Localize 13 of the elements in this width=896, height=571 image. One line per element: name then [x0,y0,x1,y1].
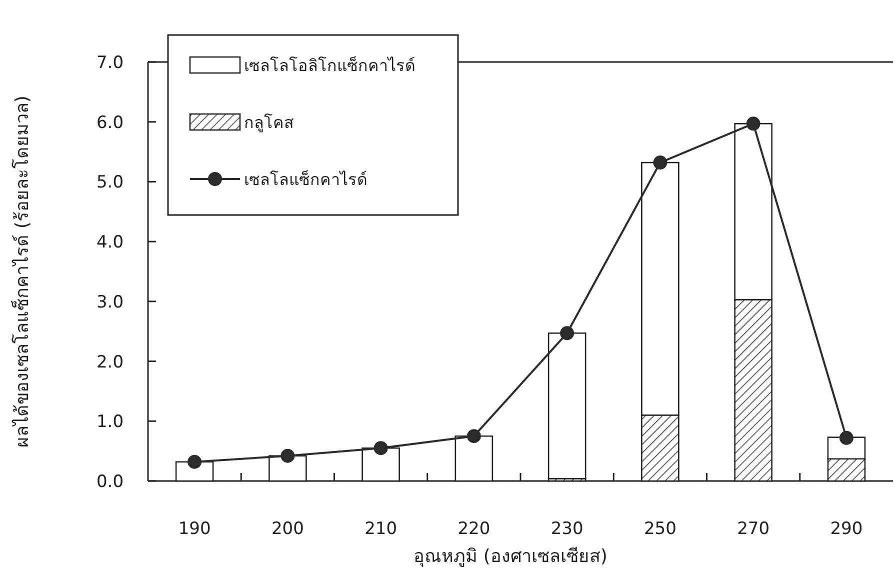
xlabel: อุณหภูมิ (องศาเซลเซียส) [414,546,608,567]
point [374,441,388,456]
point [839,430,854,445]
legend-label: เซลโลโอลิโกแซ็กคาไรด์ [244,55,415,75]
legend-label: กลูโคส [244,113,294,133]
point [280,448,295,463]
point [653,156,668,170]
ylabel: ผลได้ของเซลโลแซ็กคาไรด์ (ร้อยละโดยมวล) [12,96,33,448]
point [746,116,760,131]
point [466,429,481,444]
legend-label: เซลโลแซ็กคาไรด์ [244,169,367,189]
point [188,454,202,469]
point [560,326,574,340]
